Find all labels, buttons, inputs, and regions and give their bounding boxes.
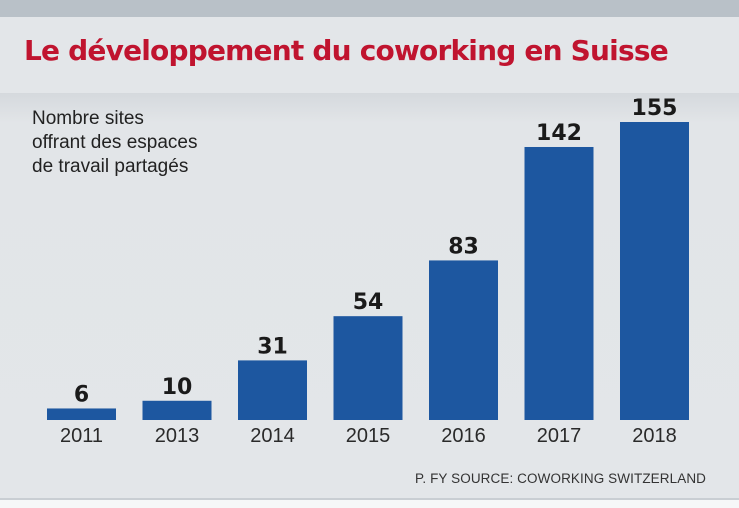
subtitle-line-2: offrant des espaces bbox=[32, 132, 198, 153]
x-tick-label-2014: 2014 bbox=[250, 425, 295, 447]
value-label-2014: 31 bbox=[257, 334, 288, 359]
chart-area bbox=[0, 93, 739, 498]
bar-2011 bbox=[47, 408, 116, 420]
bar-2014 bbox=[238, 360, 307, 420]
bottom-strip bbox=[0, 498, 739, 508]
x-tick-label-2011: 2011 bbox=[60, 425, 103, 447]
value-label-2016: 83 bbox=[448, 234, 479, 259]
x-tick-label-2015: 2015 bbox=[346, 425, 391, 447]
chart-subtitle: Nombre sites offrant des espaces de trav… bbox=[32, 107, 197, 179]
value-label-2015: 54 bbox=[353, 290, 384, 315]
value-label-2011: 6 bbox=[74, 382, 89, 407]
subtitle-line-1: Nombre sites bbox=[32, 108, 144, 129]
value-label-2013: 10 bbox=[162, 375, 193, 400]
x-tick-label-2016: 2016 bbox=[441, 425, 486, 447]
top-strip bbox=[0, 0, 739, 17]
value-label-2018: 155 bbox=[632, 96, 678, 121]
bar-2018 bbox=[620, 122, 689, 420]
bar-2015 bbox=[333, 316, 403, 420]
source-note: P. FY SOURCE: COWORKING SWITZERLAND bbox=[415, 471, 707, 486]
value-label-2017: 142 bbox=[536, 121, 582, 146]
x-tick-label-2018: 2018 bbox=[632, 425, 677, 447]
x-tick-label-2013: 2013 bbox=[155, 425, 200, 447]
bar-2016 bbox=[429, 260, 498, 420]
bar-2013 bbox=[142, 400, 212, 420]
chart-title: Le développement du coworking en Suisse bbox=[24, 34, 669, 67]
subtitle-line-3: de travail partagés bbox=[32, 156, 189, 177]
x-tick-label-2017: 2017 bbox=[537, 425, 582, 447]
bar-2017 bbox=[524, 146, 594, 421]
title-band bbox=[0, 17, 739, 93]
